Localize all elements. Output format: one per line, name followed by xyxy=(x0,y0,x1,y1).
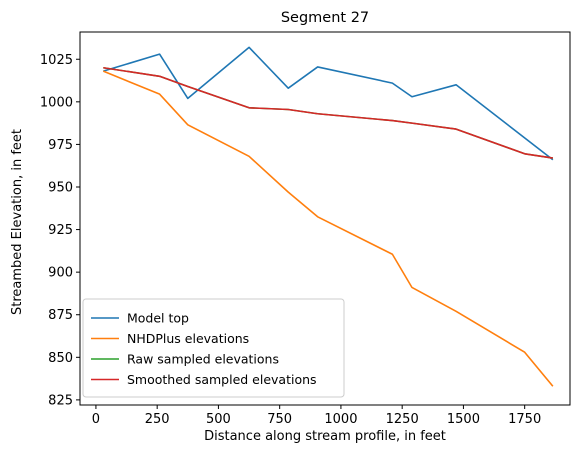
plot-area xyxy=(102,46,554,387)
y-tick-label: 900 xyxy=(48,266,73,281)
x-tick-label: 1000 xyxy=(324,412,357,427)
x-tick-label: 250 xyxy=(145,412,170,427)
x-axis: 0 250 500 750 1000 1250 1500 1750 xyxy=(92,405,541,427)
legend-label-smoothed-sampled-elevations: Smoothed sampled elevations xyxy=(127,372,317,387)
legend-label-nhdplus-elevations: NHDPlus elevations xyxy=(127,331,249,346)
x-tick-label: 500 xyxy=(206,412,231,427)
y-tick-label: 1000 xyxy=(40,95,73,110)
series-line-nhdplus-elevations xyxy=(102,70,554,387)
chart-title: Segment 27 xyxy=(281,10,369,26)
y-axis: 825 850 875 900 925 950 975 1000 1025 xyxy=(40,53,80,408)
legend-box xyxy=(82,298,345,398)
x-axis-label: Distance along stream profile, in feet xyxy=(204,429,446,444)
y-tick-label: 825 xyxy=(48,393,73,408)
x-tick-label: 1500 xyxy=(447,412,480,427)
y-tick-label: 850 xyxy=(48,351,73,366)
series-line-raw-sampled-elevations xyxy=(103,66,553,159)
series-line-smoothed-sampled-elevations xyxy=(103,66,553,159)
x-tick-label: 1750 xyxy=(508,412,541,427)
y-tick-label: 1025 xyxy=(40,53,73,68)
series-line-model-top xyxy=(103,46,554,161)
x-tick-label: 1250 xyxy=(386,412,419,427)
plot-frame xyxy=(79,31,571,406)
y-tick-label: 950 xyxy=(48,180,73,195)
y-axis-label: Streambed Elevation, in feet xyxy=(10,129,25,315)
legend-label-model-top: Model top xyxy=(127,311,189,326)
x-tick-label: 750 xyxy=(267,412,292,427)
legend-label-raw-sampled-elevations: Raw sampled elevations xyxy=(127,352,279,367)
y-tick-label: 875 xyxy=(48,308,73,323)
x-tick-label: 0 xyxy=(92,412,100,427)
legend: Model top NHDPlus elevations Raw sampled e… xyxy=(82,298,345,398)
y-tick-label: 975 xyxy=(48,138,73,153)
y-tick-label: 925 xyxy=(48,223,73,238)
